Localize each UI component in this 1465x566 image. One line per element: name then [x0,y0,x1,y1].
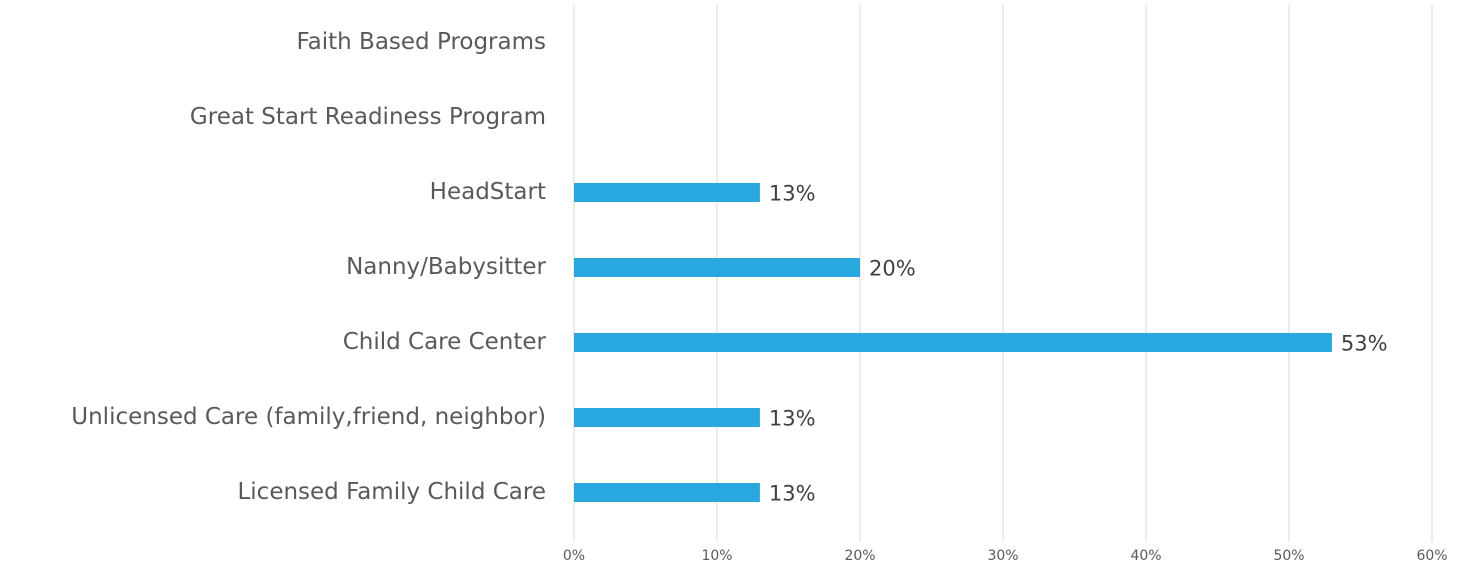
y-tick-label: Faith Based Programs [297,29,546,55]
y-tick-label: Nanny/Babysitter [346,254,546,280]
x-tick-label: 50% [1273,548,1304,564]
y-tick-label: Child Care Center [343,329,547,355]
x-tick-label: 0% [563,548,585,564]
x-tick-label: 30% [987,548,1018,564]
data-label: 13% [769,407,816,431]
data-label: 53% [1341,332,1388,356]
y-tick-label: Unlicensed Care (family,friend, neighbor… [71,404,546,430]
bar [574,483,760,502]
data-label: 20% [869,257,916,281]
x-tick-label: 20% [844,548,875,564]
y-tick-label: Great Start Readiness Program [190,104,546,130]
x-tick-label: 40% [1130,548,1161,564]
bar [574,258,860,277]
bar [574,333,1332,352]
data-label: 13% [769,482,816,506]
bar [574,408,760,427]
y-tick-label: Licensed Family Child Care [237,479,546,505]
y-tick-label: HeadStart [430,179,546,205]
bar [574,183,760,202]
x-tick-label: 60% [1416,548,1447,564]
x-tick-label: 10% [701,548,732,564]
data-label: 13% [769,182,816,206]
